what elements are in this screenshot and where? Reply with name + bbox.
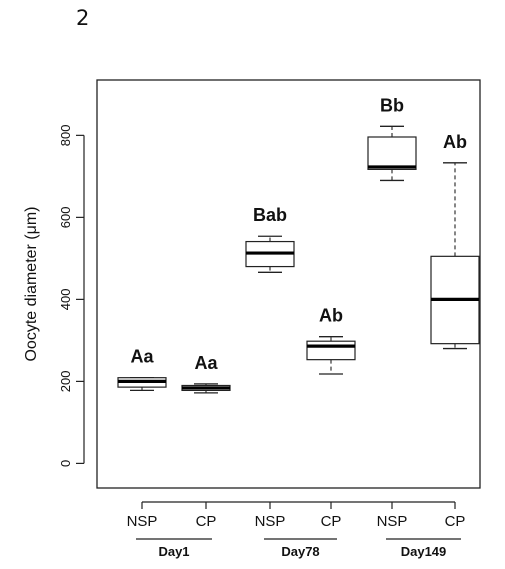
box-day149-nsp	[367, 125, 417, 182]
y-tick-label: 600	[58, 207, 73, 229]
boxes-layer	[117, 125, 480, 394]
box-day1-nsp	[117, 377, 167, 392]
panel-number: 2	[76, 6, 90, 30]
plot-frame	[96, 79, 481, 489]
significance-letter: Ab	[443, 132, 467, 152]
x-tick-label: NSP	[255, 513, 286, 530]
y-tick-label: 200	[58, 371, 73, 393]
y-axis: 0 200 400 600 800	[58, 125, 85, 467]
box-body	[306, 340, 356, 361]
significance-letter: Bb	[380, 95, 404, 115]
box-day78-cp	[306, 336, 356, 375]
significance-letter: Aa	[194, 353, 218, 373]
box-body	[367, 136, 417, 170]
x-tick-label: NSP	[127, 513, 158, 530]
significance-letter: Bab	[253, 205, 287, 225]
y-tick-label: 400	[58, 289, 73, 311]
box-day149-cp	[430, 162, 480, 350]
significance-letter: Aa	[130, 347, 154, 367]
y-tick-label: 800	[58, 125, 73, 147]
box-day1-cp	[181, 383, 231, 394]
x-tick-label: CP	[196, 513, 217, 530]
group-label: Day1	[158, 544, 189, 559]
group-label: Day149	[401, 544, 447, 559]
y-tick-label: 0	[58, 460, 73, 467]
significance-letters: Aa Aa Bab Ab Bb Ab	[130, 95, 467, 373]
group-label: Day78	[281, 544, 319, 559]
box-day78-nsp	[245, 235, 295, 273]
x-tick-label: NSP	[377, 513, 408, 530]
y-axis-title: Oocyte diameter (μm)	[23, 206, 40, 361]
significance-letter: Ab	[319, 306, 343, 326]
x-tick-label: CP	[321, 513, 342, 530]
x-tick-label: CP	[445, 513, 466, 530]
